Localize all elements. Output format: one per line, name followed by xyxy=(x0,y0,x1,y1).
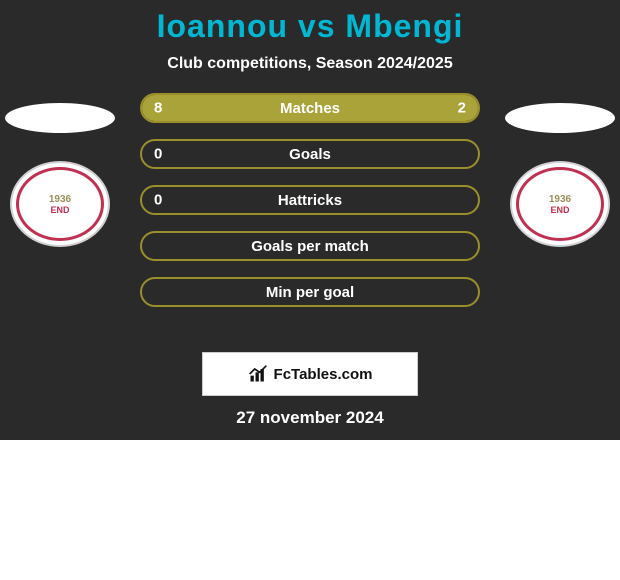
bar-label: Goals xyxy=(289,146,331,163)
bar-label: Hattricks xyxy=(278,192,342,209)
badge-ring xyxy=(516,167,604,241)
stat-bar: 8 2 Matches xyxy=(140,93,480,123)
bar-label: Min per goal xyxy=(266,284,354,301)
stat-bar: Goals per match xyxy=(140,231,480,261)
bar-fill-left xyxy=(142,95,411,121)
bar-value-left: 0 xyxy=(154,146,162,163)
bar-fill-right xyxy=(411,95,478,121)
stat-bar: 0 Goals xyxy=(140,139,480,169)
stat-bar: Min per goal xyxy=(140,277,480,307)
player-avatar-placeholder xyxy=(505,103,615,133)
stat-bar: 0 Hattricks xyxy=(140,185,480,215)
player-right: 1936 END xyxy=(505,103,615,247)
player-avatar-placeholder xyxy=(5,103,115,133)
club-badge-left: 1936 END xyxy=(10,161,110,247)
bar-label: Goals per match xyxy=(251,238,369,255)
comparison-card: Ioannou vs Mbengi Club competitions, Sea… xyxy=(0,0,620,440)
page-subtitle: Club competitions, Season 2024/2025 xyxy=(0,55,620,73)
badge-ring xyxy=(16,167,104,241)
content-row: 1936 END 8 2 Matches 0 Goals 0 Hattricks Goals … xyxy=(0,73,620,353)
bar-value-right: 2 xyxy=(458,100,466,117)
brand-text: FcTables.com xyxy=(274,366,373,383)
club-badge-right: 1936 END xyxy=(510,161,610,247)
page-title: Ioannou vs Mbengi xyxy=(0,0,620,45)
bar-label: Matches xyxy=(280,100,340,117)
bar-value-left: 8 xyxy=(154,100,162,117)
bar-value-left: 0 xyxy=(154,192,162,209)
stats-bars: 8 2 Matches 0 Goals 0 Hattricks Goals per match… xyxy=(140,93,480,307)
chart-icon xyxy=(248,364,268,384)
player-left: 1936 END xyxy=(5,103,115,247)
brand-badge[interactable]: FcTables.com xyxy=(202,352,418,396)
date-text: 27 november 2024 xyxy=(0,408,620,428)
